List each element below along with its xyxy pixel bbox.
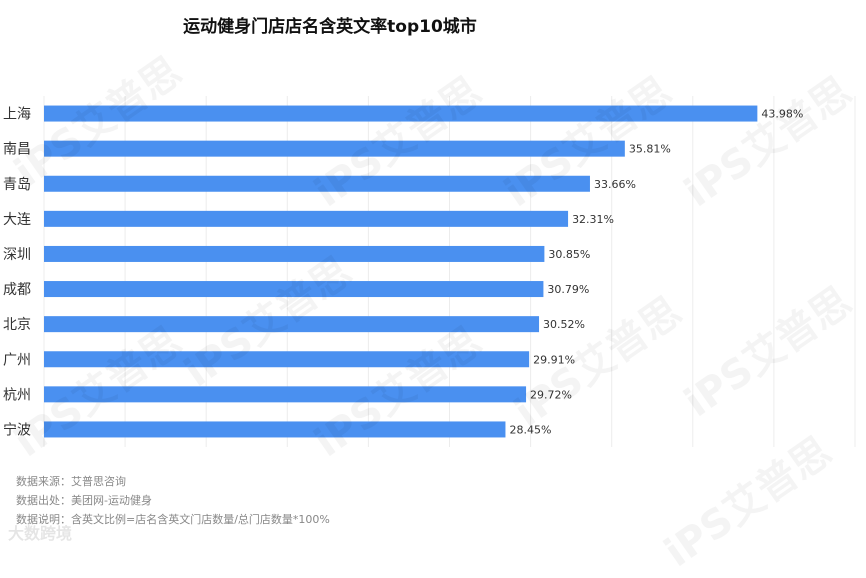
bar — [44, 105, 758, 122]
data-label: 28.45% — [509, 423, 551, 436]
category-label: 广州 — [3, 352, 31, 368]
chart-title: 运动健身门店店名含英文率top10城市 — [183, 17, 477, 37]
bar — [44, 140, 625, 157]
bar — [44, 281, 544, 298]
footer-brand: 大数跨境 — [8, 524, 73, 543]
category-label: 成都 — [3, 282, 31, 298]
note-source: 数据来源：艾普思咨询 — [16, 475, 126, 488]
bar-chart: 上海 43.98% 南昌 35.81% 青岛 33.66% 大连 32.31% 深圳 30.85%… — [3, 96, 856, 447]
category-label: 深圳 — [3, 247, 31, 263]
bar — [44, 210, 569, 227]
data-label: 30.79% — [547, 283, 589, 296]
data-label: 33.66% — [594, 178, 636, 191]
bar — [44, 245, 545, 262]
data-label: 35.81% — [629, 143, 671, 156]
category-label: 北京 — [3, 317, 31, 333]
data-label: 30.52% — [543, 318, 585, 331]
category-label: 宁波 — [3, 421, 31, 438]
bar — [44, 421, 506, 438]
note-explain: 数据说明：含英文比例=店名含英文门店数量/总门店数量*100% — [16, 513, 330, 526]
data-label: 29.91% — [533, 353, 575, 366]
data-label: 32.31% — [572, 213, 614, 226]
note-origin: 数据出处：美团网-运动健身 — [16, 494, 152, 507]
category-label: 杭州 — [3, 387, 31, 403]
bar — [44, 351, 530, 368]
bar — [44, 175, 590, 192]
data-label: 30.85% — [548, 248, 590, 261]
category-label: 上海 — [3, 107, 31, 123]
data-label: 29.72% — [530, 388, 572, 401]
data-label: 43.98% — [761, 108, 803, 121]
bar — [44, 386, 527, 403]
bar — [44, 316, 540, 333]
chart-notes: 数据来源：艾普思咨询 数据出处：美团网-运动健身 数据说明：含英文比例=店名含英… — [16, 472, 330, 529]
category-label: 青岛 — [3, 177, 31, 193]
category-label: 大连 — [3, 212, 31, 228]
category-label: 南昌 — [3, 142, 31, 158]
